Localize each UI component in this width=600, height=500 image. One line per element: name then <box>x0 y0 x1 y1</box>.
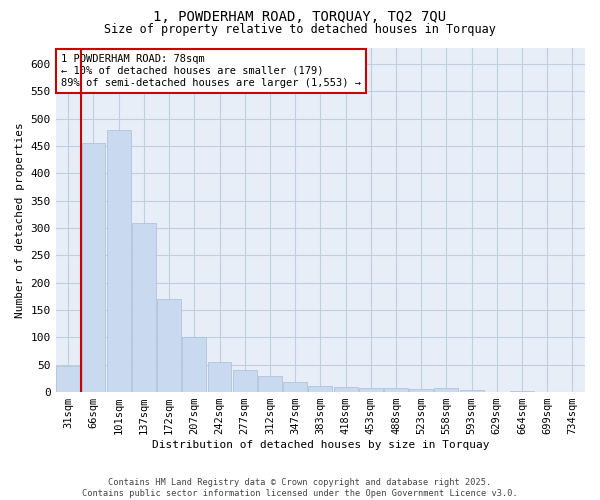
Text: Contains HM Land Registry data © Crown copyright and database right 2025.
Contai: Contains HM Land Registry data © Crown c… <box>82 478 518 498</box>
Bar <box>409 389 433 392</box>
Text: Size of property relative to detached houses in Torquay: Size of property relative to detached ho… <box>104 22 496 36</box>
Text: 1 POWDERHAM ROAD: 78sqm
← 10% of detached houses are smaller (179)
89% of semi-d: 1 POWDERHAM ROAD: 78sqm ← 10% of detache… <box>61 54 361 88</box>
Text: 1, POWDERHAM ROAD, TORQUAY, TQ2 7QU: 1, POWDERHAM ROAD, TORQUAY, TQ2 7QU <box>154 10 446 24</box>
Bar <box>208 362 232 392</box>
Bar <box>258 376 282 392</box>
Bar <box>460 390 484 392</box>
Bar <box>334 387 358 392</box>
Bar <box>510 391 534 392</box>
Bar <box>434 388 458 392</box>
Bar <box>82 143 106 392</box>
Bar <box>283 382 307 392</box>
Bar <box>233 370 257 392</box>
Bar <box>308 386 332 392</box>
Y-axis label: Number of detached properties: Number of detached properties <box>15 122 25 318</box>
Bar <box>384 388 408 392</box>
Bar <box>132 222 156 392</box>
Bar <box>182 338 206 392</box>
Bar <box>56 366 80 392</box>
X-axis label: Distribution of detached houses by size in Torquay: Distribution of detached houses by size … <box>152 440 489 450</box>
Bar <box>157 299 181 392</box>
Bar <box>107 130 131 392</box>
Bar <box>359 388 383 392</box>
